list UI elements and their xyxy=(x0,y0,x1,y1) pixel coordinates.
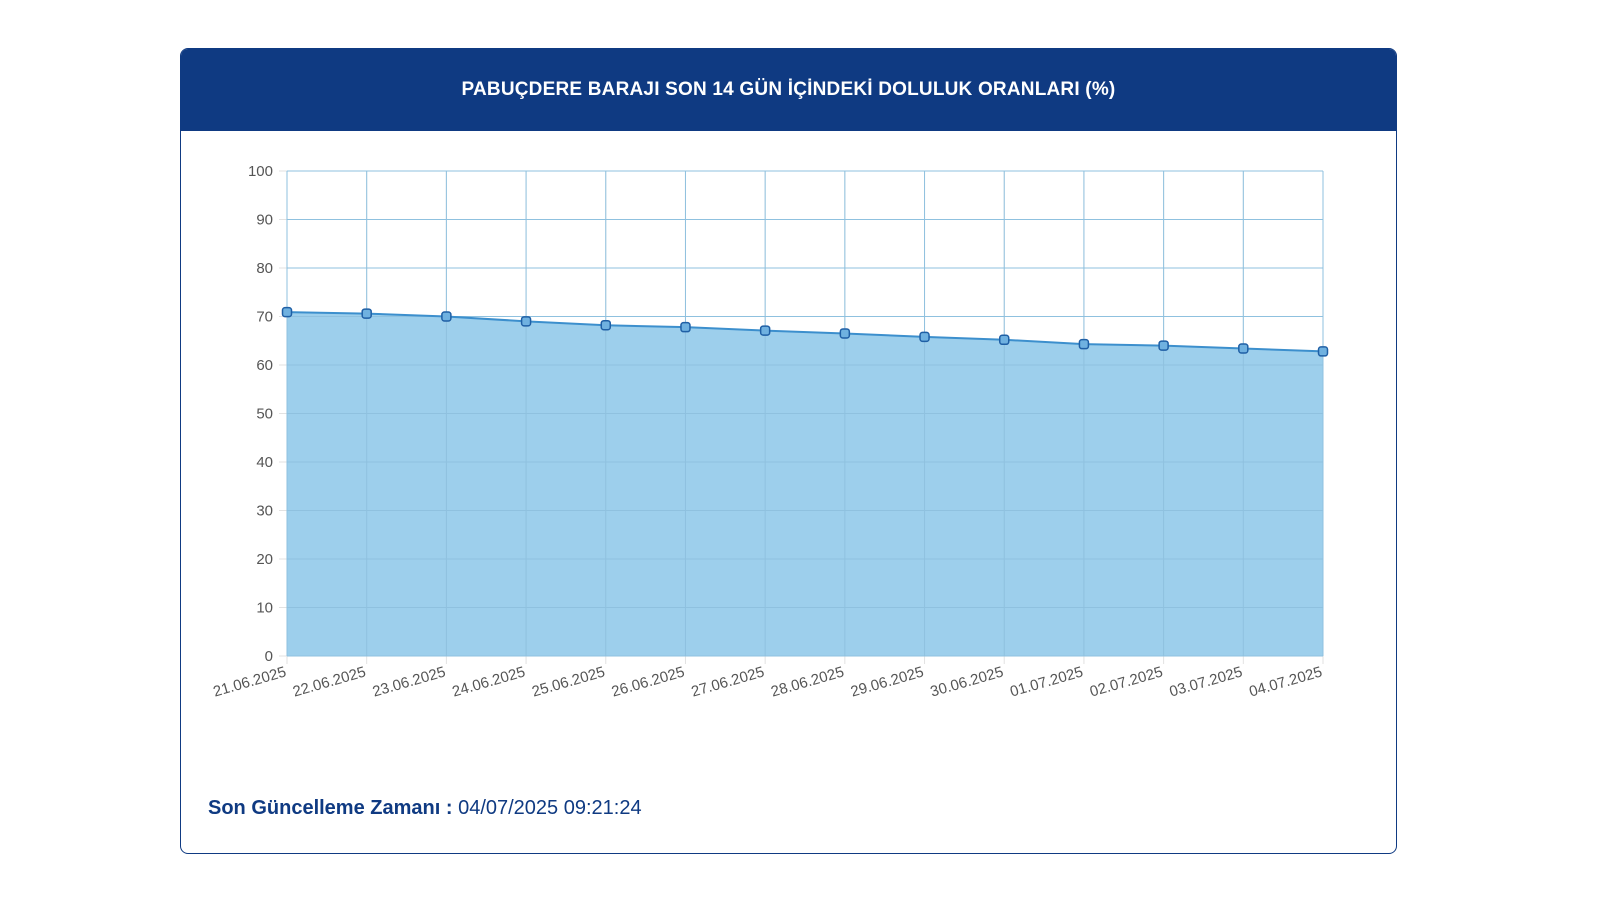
series-line-segment xyxy=(446,315,527,323)
last-update-label: Son Güncelleme Zamanı xyxy=(208,797,441,819)
data-point xyxy=(1238,343,1249,354)
last-update: Son Güncelleme Zamanı : 04/07/2025 09:21… xyxy=(208,797,642,820)
series-line-segment xyxy=(1083,343,1164,347)
chart-title: PABUÇDERE BARAJI SON 14 GÜN İÇİNDEKİ DOL… xyxy=(461,79,1116,100)
x-tick-label: 29.06.2025 xyxy=(849,664,926,701)
area-fill xyxy=(287,312,1323,656)
y-axis-ticks: 0 10 20 30 40 50 60 70 80 90 100 xyxy=(248,163,273,665)
last-update-value: 04/07/2025 09:21:24 xyxy=(458,797,642,819)
y-tick-label: 40 xyxy=(256,454,273,471)
data-point xyxy=(919,331,930,343)
y-tick-label: 90 xyxy=(256,212,273,229)
data-point xyxy=(680,321,691,333)
data-point xyxy=(839,328,851,339)
x-tick-label: 25.06.2025 xyxy=(530,664,607,701)
x-tick-label: 28.06.2025 xyxy=(769,664,846,701)
series-line-segment xyxy=(1004,338,1084,346)
x-tick-label: 02.07.2025 xyxy=(1088,664,1165,701)
data-point xyxy=(281,306,293,318)
card-header: PABUÇDERE BARAJI SON 14 GÜN İÇİNDEKİ DOL… xyxy=(181,49,1396,131)
data-point xyxy=(1078,338,1090,350)
area-layer xyxy=(286,170,1324,657)
x-tick-label: 24.06.2025 xyxy=(450,664,527,701)
x-tick-label: 04.07.2025 xyxy=(1247,664,1324,701)
series-line-segment xyxy=(1243,347,1324,353)
series-line-segment xyxy=(1163,344,1244,350)
x-tick-label: 26.06.2025 xyxy=(610,664,687,701)
data-point xyxy=(1317,346,1329,357)
y-tick-label: 50 xyxy=(256,406,273,423)
series-line-segment xyxy=(366,312,447,318)
series-line-segment xyxy=(765,329,845,335)
series-line-segment xyxy=(685,326,766,332)
data-point xyxy=(1158,340,1169,351)
series-line-segment xyxy=(526,320,606,327)
series-line-segment xyxy=(844,332,925,338)
series-line-segment xyxy=(286,311,367,315)
data-point xyxy=(441,311,452,322)
data-point xyxy=(759,325,771,336)
y-tick-label: 0 xyxy=(265,648,273,665)
x-tick-label: 22.06.2025 xyxy=(291,664,368,701)
y-tick-label: 10 xyxy=(256,600,273,617)
x-axis-ticks: 21.06.2025 22.06.2025 23.06.2025 24.06.2025… xyxy=(211,664,1324,701)
x-tick-label: 01.07.2025 xyxy=(1008,664,1085,701)
series-line-segment xyxy=(924,335,1005,341)
y-tick-label: 30 xyxy=(256,503,273,520)
y-tick-label: 80 xyxy=(256,260,273,277)
chart-card: PABUÇDERE BARAJI SON 14 GÜN İÇİNDEKİ DOL… xyxy=(180,48,1397,854)
area-chart: 0 10 20 30 40 50 60 70 80 90 100 21.06.2025 22.06.2… xyxy=(211,163,1329,701)
y-tick-label: 20 xyxy=(256,551,273,568)
x-tick-label: 27.06.2025 xyxy=(689,664,766,701)
y-tick-label: 60 xyxy=(256,357,273,374)
line-layer xyxy=(286,311,1324,353)
point-layer xyxy=(281,306,1329,357)
data-point xyxy=(520,316,532,327)
series-line-segment xyxy=(605,324,686,329)
x-tick-label: 03.07.2025 xyxy=(1168,664,1245,701)
x-tick-label: 30.06.2025 xyxy=(928,664,1005,701)
data-point xyxy=(998,334,1010,346)
last-update-separator: : xyxy=(440,797,459,819)
data-point xyxy=(600,319,612,331)
x-tick-label: 23.06.2025 xyxy=(371,664,448,701)
y-tick-label: 70 xyxy=(256,309,273,326)
x-tick-label: 21.06.2025 xyxy=(211,664,288,701)
y-tick-label: 100 xyxy=(248,163,273,180)
data-point xyxy=(361,308,372,319)
